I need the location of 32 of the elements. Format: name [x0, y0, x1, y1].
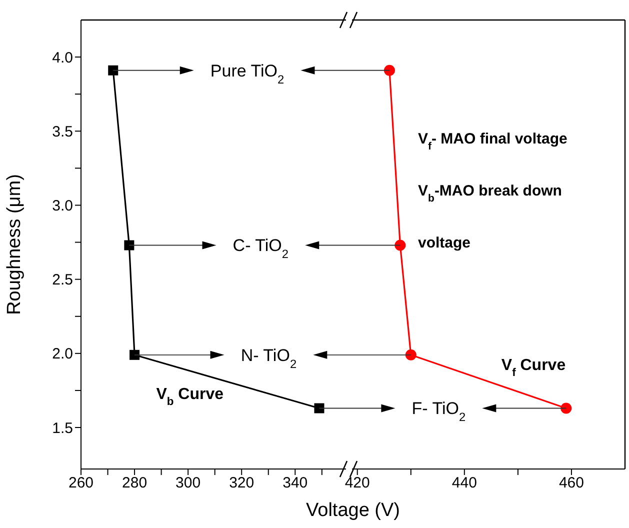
point	[124, 240, 134, 250]
annotation: Pure TiO$_{2}$	[210, 61, 285, 86]
series-label: V$_{b}$ Curve	[156, 386, 224, 408]
y-tick-label: 2.5	[52, 272, 73, 289]
point	[560, 402, 572, 414]
point	[314, 403, 324, 414]
point	[130, 350, 140, 360]
text: V$_{b}$-MAO break down voltage	[418, 182, 562, 252]
x-tick-label: 460	[558, 474, 584, 492]
x-axis-title: Voltage (V)	[306, 500, 400, 521]
point	[384, 64, 395, 76]
y-tick-label: 3.0	[52, 198, 73, 215]
annotation: V$_{f}$- MAO final voltage	[418, 130, 568, 152]
y-tick-label: 3.5	[52, 123, 73, 140]
y-axis-title: Roughness (μm)	[4, 174, 25, 315]
x-tick-label: 440	[452, 474, 477, 492]
point	[108, 65, 118, 76]
x-tick-label: 320	[229, 474, 254, 492]
y-tick-label: 2.0	[52, 346, 73, 363]
x-tick-label: 260	[68, 474, 94, 492]
x-tick-label: 420	[344, 474, 370, 492]
y-tick-label: 4.0	[52, 49, 73, 66]
series-label: V$_{f}$ Curve	[501, 357, 566, 380]
point	[394, 240, 406, 251]
annotation: F- TiO$_{2}$	[412, 399, 466, 424]
annotation: C- TiO$_{2}$	[232, 236, 289, 262]
y-tick-label: 1.5	[52, 420, 73, 437]
x-tick-label: 300	[176, 474, 201, 492]
point	[405, 349, 416, 360]
x-tick-label: 280	[122, 474, 148, 492]
annotation: N- TiO$_{2}$	[240, 346, 297, 371]
x-tick-label: 340	[282, 474, 308, 492]
